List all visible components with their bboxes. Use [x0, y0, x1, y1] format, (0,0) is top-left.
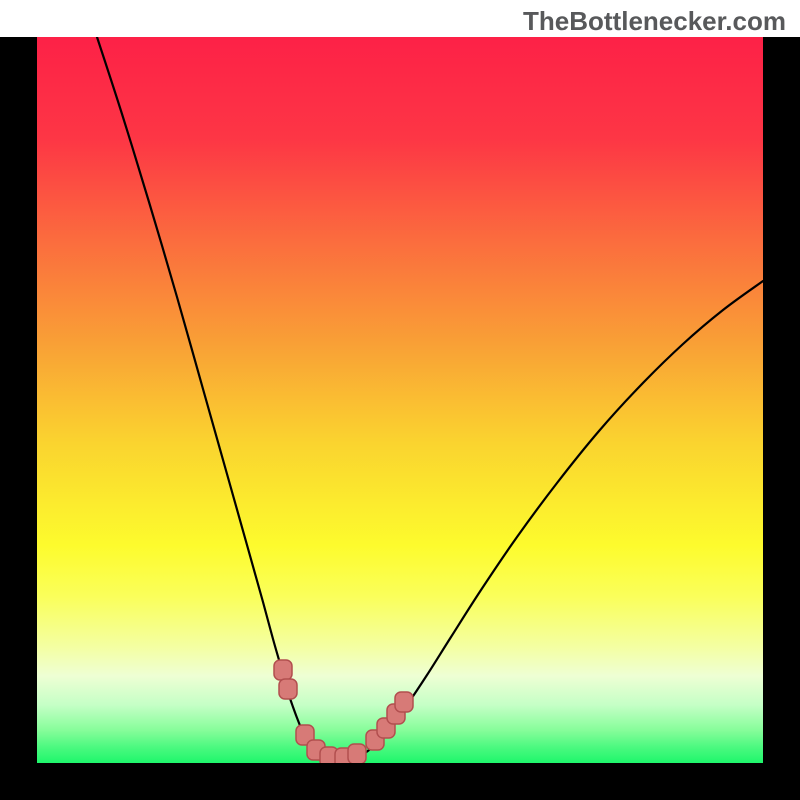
data-marker: [279, 679, 297, 699]
chart-frame: TheBottlenecker.com: [0, 0, 800, 800]
data-marker: [274, 660, 292, 680]
data-marker: [395, 692, 413, 712]
data-marker: [348, 744, 366, 763]
plot-area: [37, 37, 763, 763]
bottleneck-curve: [97, 37, 763, 761]
curve-layer: [37, 37, 763, 763]
watermark-text: TheBottlenecker.com: [523, 6, 786, 37]
